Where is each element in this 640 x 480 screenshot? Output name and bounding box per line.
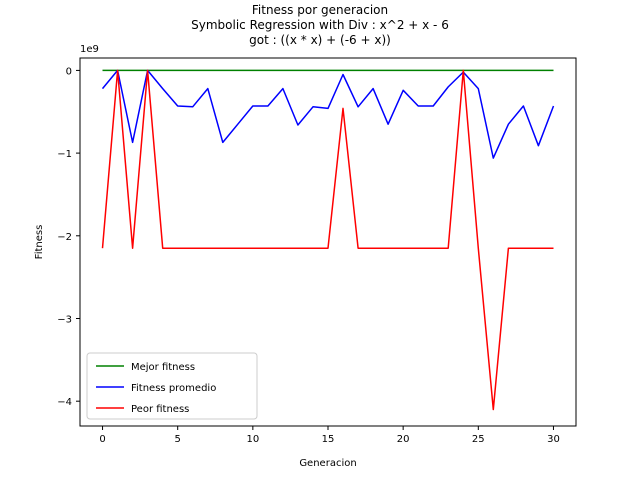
x-tick-label: 15 xyxy=(322,434,335,445)
legend-label: Peor fitness xyxy=(131,404,189,415)
x-tick-label: 20 xyxy=(397,434,410,445)
legend-box xyxy=(86,352,258,420)
y-tick-label: −1 xyxy=(57,149,72,160)
x-axis: 0 5 10 15 20 25 30 xyxy=(99,426,560,445)
chart-title-line: Symbolic Regression with Div : x^2 + x -… xyxy=(191,18,449,32)
y-axis-label: Fitness xyxy=(34,225,45,260)
chart-legend: Mejor fitness Fitness promedio Peor fitnes… xyxy=(86,352,258,420)
series-line-1 xyxy=(101,69,555,159)
x-tick-label: 30 xyxy=(547,434,560,445)
legend-label: Mejor fitness xyxy=(131,362,195,373)
y-tick-label: −2 xyxy=(57,232,72,243)
series-lines xyxy=(101,69,555,411)
legend-label: Fitness promedio xyxy=(131,383,216,394)
x-tick-label: 0 xyxy=(99,434,105,445)
y-tick-label: −3 xyxy=(57,314,72,325)
y-tick-label: −4 xyxy=(57,397,72,408)
x-tick-label: 10 xyxy=(246,434,259,445)
y-tick-label: 0 xyxy=(66,66,72,77)
chart-title-line: got : ((x * x) + (-6 + x)) xyxy=(249,33,391,47)
y-axis-scale-label: 1e9 xyxy=(80,44,99,55)
y-axis: 0 −1 −2 −3 −4 xyxy=(57,66,80,408)
chart-title-line: Fitness por generacion xyxy=(252,3,388,17)
x-axis-label: Generacion xyxy=(299,458,356,469)
x-tick-label: 25 xyxy=(472,434,485,445)
series-line-2 xyxy=(101,69,554,411)
x-tick-label: 5 xyxy=(175,434,181,445)
